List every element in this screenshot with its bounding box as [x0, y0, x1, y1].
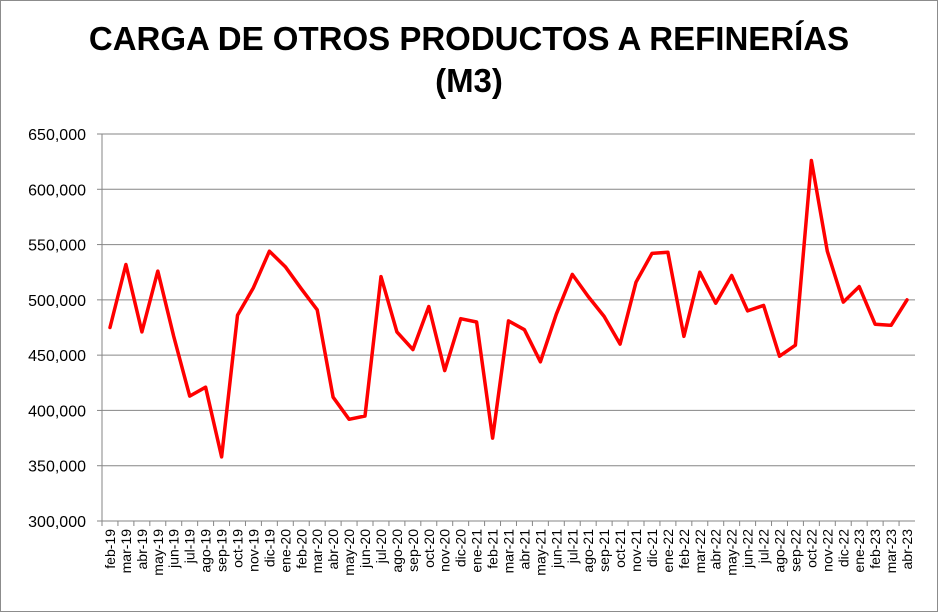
- y-tick-label: 450,000: [28, 348, 86, 365]
- x-tick-label: feb-22: [676, 529, 692, 569]
- x-tick-label: abr-21: [516, 529, 532, 570]
- x-tick-label: nov-20: [437, 529, 453, 572]
- x-tick-label: jun-22: [740, 529, 756, 569]
- x-tick-label: jul-22: [756, 529, 772, 564]
- x-tick-label: jul-21: [564, 529, 580, 564]
- y-tick-label: 550,000: [28, 238, 86, 255]
- x-tick-label: sep-21: [596, 529, 612, 572]
- y-tick-label: 600,000: [28, 182, 86, 199]
- chart-title-line-1: CARGA DE OTROS PRODUCTOS A REFINERÍAS: [88, 20, 850, 57]
- x-tick-label: abr-20: [325, 529, 341, 570]
- x-tick-label: oct-22: [803, 529, 819, 568]
- x-tick-label: jul-20: [373, 529, 389, 564]
- x-tick-label: feb-23: [867, 529, 883, 569]
- axes: [97, 133, 915, 526]
- x-tick-label: dic-19: [261, 529, 277, 567]
- y-tick-label: 650,000: [28, 127, 86, 144]
- x-tick-label: ago-20: [389, 529, 405, 573]
- x-tick-label: oct-21: [612, 529, 628, 568]
- x-tick-label: mar-23: [883, 529, 899, 574]
- x-tick-label: nov-21: [628, 529, 644, 572]
- y-tick-label: 400,000: [28, 403, 86, 420]
- x-tick-label: jul-19: [182, 529, 198, 564]
- x-tick-label: oct-19: [230, 529, 246, 568]
- x-tick-label: mar-19: [118, 529, 134, 574]
- x-tick-label: abr-23: [899, 529, 915, 570]
- x-tick-label: jun-19: [166, 529, 182, 569]
- y-tick-label: 350,000: [28, 459, 86, 476]
- y-tick-label: 300,000: [28, 514, 86, 531]
- x-tick-label: abr-19: [134, 529, 150, 570]
- x-tick-label: nov-22: [819, 529, 835, 572]
- x-tick-label: sep-20: [405, 529, 421, 572]
- y-tick-label: 500,000: [28, 293, 86, 310]
- x-tick-label: sep-19: [214, 529, 230, 572]
- chart-title: CARGA DE OTROS PRODUCTOS A REFINERÍAS (M…: [0, 18, 938, 102]
- series-line: [108, 158, 909, 459]
- x-tick-label: oct-20: [421, 529, 437, 568]
- x-tick-label: nov-19: [245, 529, 261, 572]
- x-tick-label: may-20: [341, 529, 357, 576]
- y-axis-ticks: 300,000 350,000 400,000 450,000 500,000 550,0…: [28, 127, 86, 531]
- x-tick-label: dic-22: [835, 529, 851, 567]
- x-tick-label: mar-20: [309, 529, 325, 574]
- x-tick-label: ago-19: [198, 529, 214, 573]
- x-tick-label: may-21: [532, 529, 548, 576]
- x-tick-label: feb-20: [293, 529, 309, 569]
- x-tick-label: ago-22: [772, 529, 788, 573]
- x-tick-label: abr-22: [708, 529, 724, 570]
- x-tick-label: ene-21: [469, 529, 485, 573]
- gridlines: [102, 133, 915, 467]
- chart-title-line-2: (M3): [435, 62, 503, 99]
- x-tick-label: mar-22: [692, 529, 708, 574]
- x-tick-label: may-19: [150, 529, 166, 576]
- x-tick-label: feb-19: [102, 529, 118, 569]
- x-tick-label: ene-20: [277, 529, 293, 573]
- x-tick-label: feb-21: [485, 529, 501, 569]
- x-tick-label: ene-22: [660, 529, 676, 573]
- x-tick-label: jun-21: [548, 529, 564, 569]
- x-tick-label: dic-21: [644, 529, 660, 567]
- x-tick-label: ago-21: [580, 529, 596, 573]
- x-tick-label: may-22: [724, 529, 740, 576]
- x-tick-label: dic-20: [453, 529, 469, 567]
- x-tick-label: sep-22: [787, 529, 803, 572]
- x-axis-ticks: feb-19 mar-19 abr-19 may-19 jun-19 jul-19 ago-…: [102, 529, 915, 576]
- x-tick-label: ene-23: [851, 529, 867, 573]
- x-tick-label: mar-21: [501, 529, 517, 574]
- x-tick-label: jun-20: [357, 529, 373, 569]
